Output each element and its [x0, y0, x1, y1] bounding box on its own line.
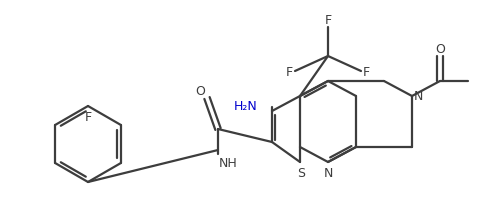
Text: H₂N: H₂N	[234, 100, 258, 113]
Text: S: S	[297, 166, 305, 179]
Text: O: O	[195, 85, 205, 98]
Text: N: N	[323, 166, 333, 179]
Text: F: F	[286, 65, 293, 78]
Text: F: F	[84, 110, 91, 123]
Text: F: F	[324, 14, 331, 27]
Text: N: N	[414, 90, 423, 103]
Text: NH: NH	[219, 156, 238, 169]
Text: O: O	[435, 43, 445, 56]
Text: F: F	[363, 65, 370, 78]
